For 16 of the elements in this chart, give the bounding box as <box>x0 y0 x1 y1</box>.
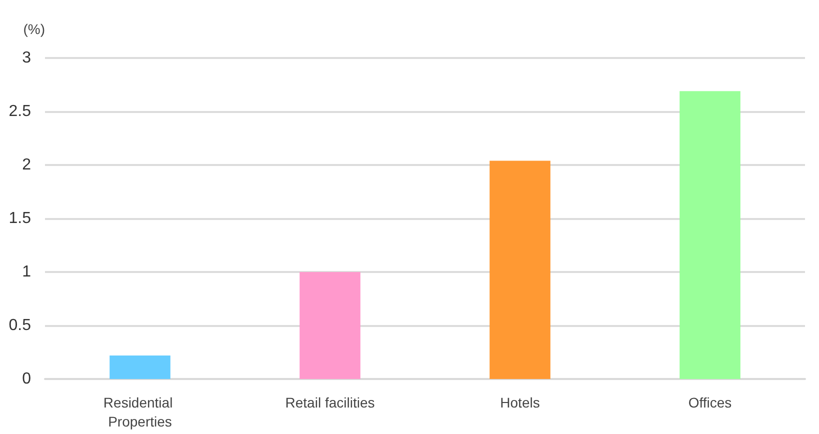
y-tick-label: 2.5 <box>8 103 32 120</box>
y-tick-label: 0.5 <box>8 317 32 334</box>
y-tick-label: 1 <box>22 264 32 280</box>
bar <box>680 91 740 379</box>
y-tick-label: 2 <box>22 156 32 174</box>
y-tick-label: 0 <box>22 370 32 388</box>
x-tick-label: Retail facilities <box>285 394 375 410</box>
bar <box>490 160 550 379</box>
x-tick-label: Hotels <box>500 394 540 410</box>
bar <box>110 355 170 379</box>
y-tick-label: 1.5 <box>8 210 32 227</box>
x-tick-label: Offices <box>688 394 732 410</box>
y-axis-title: (%) <box>23 21 45 37</box>
x-tick-label: Residential Properties <box>103 394 177 430</box>
bar <box>300 272 360 379</box>
y-tick-label: 3 <box>22 50 32 66</box>
